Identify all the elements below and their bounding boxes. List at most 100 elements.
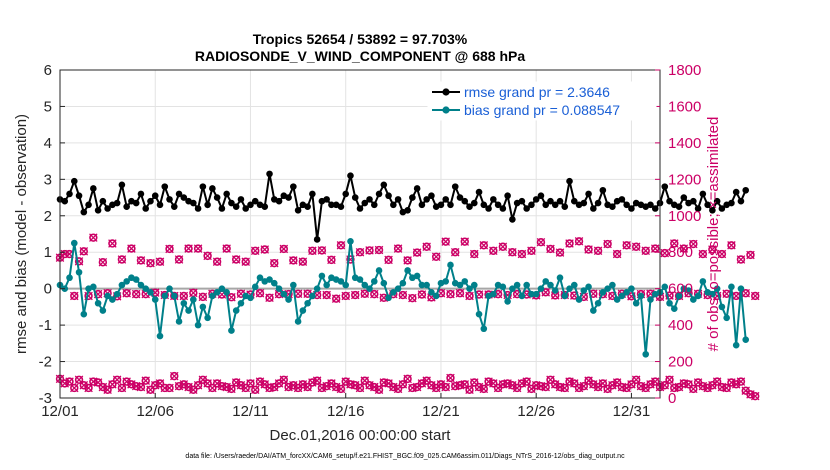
rmse-point: [366, 196, 373, 203]
assimilated-obs-marker: [193, 381, 203, 390]
x-tick-label-1: 12/06: [136, 403, 174, 420]
possible-obs-cross: [441, 237, 450, 246]
bias-point: [542, 278, 550, 285]
possible-obs-cross: [241, 257, 250, 266]
assimilated-obs-cross: [150, 380, 160, 390]
assimilated-obs-marker: [512, 383, 522, 393]
assimilated-obs-marker: [141, 376, 150, 385]
possible-obs-cross: [193, 244, 203, 253]
rmse-point: [313, 236, 321, 243]
possible-obs-cross: [355, 247, 365, 257]
possible-obs-marker: [279, 244, 289, 254]
rmse-point: [237, 196, 245, 203]
bias-point: [309, 292, 316, 300]
possible-obs-marker: [641, 246, 650, 255]
assimilated-obs-cross: [522, 377, 531, 386]
bias-series: [56, 237, 750, 358]
possible-obs-marker: [574, 237, 584, 246]
bias-point: [247, 294, 254, 302]
y-right-tick-label-9: 1800: [668, 62, 701, 79]
possible-obs-marker: [393, 244, 403, 253]
bias-point: [213, 289, 221, 296]
bias-point: [361, 281, 369, 289]
bias-point: [628, 285, 635, 292]
possible-obs-marker: [331, 294, 341, 303]
rmse-point: [151, 192, 159, 200]
assimilated-obs-marker: [546, 375, 555, 384]
assimilated-obs-marker: [665, 375, 674, 384]
bias-point: [166, 285, 173, 292]
assimilated-obs-cross: [179, 380, 189, 389]
possible-obs-marker: [122, 289, 131, 298]
assimilated-obs-cross: [298, 380, 308, 389]
rmse-point: [609, 203, 616, 210]
bias-point: [394, 285, 402, 292]
rmse-point: [661, 183, 669, 190]
rmse-point: [337, 203, 345, 210]
possible-obs-marker: [412, 248, 422, 257]
assimilated-obs-marker: [651, 377, 660, 386]
rmse-point: [290, 183, 297, 190]
x-tick-label-5: 12/26: [517, 403, 555, 420]
x-tick-label-2: 12/11: [232, 403, 268, 420]
possible-obs-cross: [289, 256, 298, 265]
rmse-point: [394, 196, 402, 203]
assimilated-obs-marker: [155, 379, 165, 388]
rmse-point: [361, 199, 369, 207]
assimilated-obs-cross: [355, 383, 365, 393]
bias-point: [613, 296, 621, 303]
possible-obs-cross: [231, 255, 241, 264]
possible-obs-marker: [517, 249, 527, 259]
legend: rmse grand pr = 2.3646 bias grand pr = 0…: [427, 81, 657, 121]
bias-point: [237, 299, 245, 307]
bias-point: [594, 299, 602, 307]
possible-obs-cross: [460, 237, 470, 246]
possible-obs-marker: [255, 289, 265, 298]
possible-obs-marker: [360, 289, 369, 298]
bias-point: [423, 281, 430, 289]
y-axis-left-ticks: -3 -2 -1 0 1 2 3 4 5 6: [39, 62, 65, 407]
bias-point: [632, 299, 640, 307]
assimilated-obs-marker: [570, 379, 579, 388]
bias-point: [513, 281, 521, 289]
rmse-point: [294, 207, 302, 214]
possible-obs-cross: [255, 288, 265, 298]
possible-obs-cross: [212, 257, 222, 266]
y-right-tick-label-6: 1200: [668, 171, 701, 188]
rmse-point: [718, 205, 726, 212]
assimilated-obs-marker: [103, 385, 112, 394]
assimilated-obs-marker: [736, 377, 746, 386]
possible-obs-marker: [198, 292, 208, 302]
possible-obs-marker: [408, 293, 417, 303]
rmse-point: [461, 197, 469, 205]
assimilated-obs-marker: [303, 382, 312, 392]
assimilated-obs-cross: [312, 376, 322, 385]
rmse-point: [623, 201, 630, 209]
assimilated-obs-cross: [708, 380, 717, 390]
rmse-point: [285, 194, 292, 201]
rmse-point: [228, 199, 235, 207]
bias-point: [699, 278, 707, 285]
bias-point: [370, 278, 378, 285]
bias-point: [290, 281, 297, 289]
bias-point: [99, 307, 107, 314]
rmse-point: [490, 196, 497, 203]
rmse-point: [380, 181, 388, 189]
rmse-point: [594, 199, 602, 207]
bias-point: [347, 237, 354, 245]
y-right-tick-label-7: 1400: [668, 135, 701, 152]
rmse-point: [370, 201, 378, 209]
possible-obs-cross: [350, 290, 360, 300]
assimilated-obs-cross: [589, 380, 598, 389]
bias-point: [70, 239, 78, 247]
assimilated-obs-cross: [122, 377, 131, 386]
bias-point: [337, 278, 345, 285]
rmse-point: [166, 196, 173, 203]
assimilated-obs-marker: [136, 382, 146, 392]
y-tick-label-3: 0: [44, 281, 52, 298]
possible-obs-marker: [460, 237, 469, 246]
legend-bias-marker: [442, 106, 450, 114]
possible-obs-cross: [184, 244, 193, 253]
bias-point: [132, 276, 140, 283]
footnote: data file: /Users/raeder/DAI/ATM_forcXX/…: [185, 453, 625, 460]
